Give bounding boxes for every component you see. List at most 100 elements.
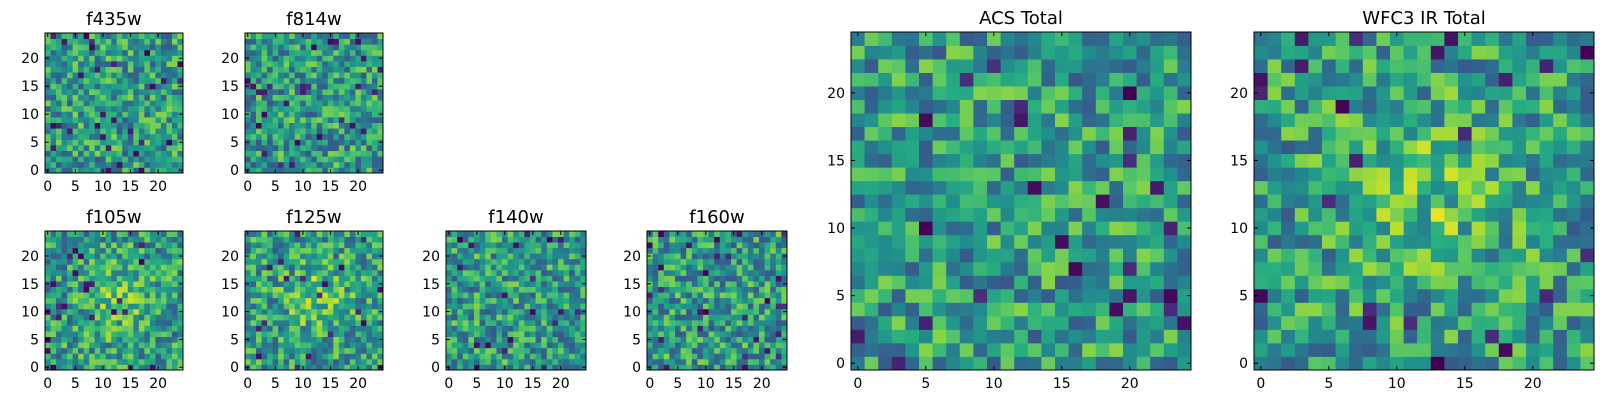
heatmap-cell: [851, 275, 865, 290]
heatmap-cell: [133, 242, 140, 249]
heatmap-cell: [245, 303, 251, 310]
heatmap-cell: [56, 364, 62, 371]
heatmap-cell: [245, 292, 251, 299]
heatmap-cell: [518, 292, 525, 299]
heatmap-cell: [377, 44, 384, 51]
heatmap-cell: [1041, 221, 1056, 236]
heatmap-cell: [686, 336, 693, 343]
heatmap-cell: [1308, 342, 1323, 357]
heatmap-cell: [878, 248, 893, 263]
heatmap-cell: [474, 286, 480, 293]
heatmap-cell: [267, 72, 273, 79]
heatmap-cell: [518, 331, 525, 338]
heatmap-cell: [1376, 288, 1391, 303]
heatmap-cell: [311, 314, 318, 321]
heatmap-cell: [171, 236, 178, 243]
heatmap-cell: [89, 72, 96, 79]
heatmap-cell: [558, 303, 564, 310]
heatmap-cell: [1526, 342, 1540, 357]
heatmap-cell: [1095, 207, 1110, 222]
heatmap-cell: [1082, 275, 1097, 290]
heatmap-cell: [105, 167, 112, 174]
heatmap-cell: [50, 94, 57, 101]
heatmap-cell: [278, 231, 285, 237]
heatmap-cell: [138, 150, 145, 157]
heatmap-cell: [272, 331, 279, 338]
heatmap-cell: [546, 303, 553, 310]
heatmap-cell: [338, 94, 345, 101]
heatmap-cell: [1150, 167, 1165, 182]
heatmap-cell: [905, 59, 920, 73]
heatmap-cell: [1123, 302, 1137, 317]
heatmap-cell: [1123, 59, 1137, 73]
heatmap-cell: [731, 292, 737, 299]
heatmap-cell: [72, 275, 79, 282]
heatmap-cell: [289, 72, 296, 79]
heatmap-cell: [546, 325, 553, 332]
heatmap-cell: [736, 347, 743, 354]
heatmap-cell: [725, 347, 732, 354]
heatmap-cell: [457, 242, 464, 249]
heatmap-cell: [45, 117, 51, 123]
heatmap-cell: [300, 100, 307, 107]
heatmap-cell: [775, 358, 782, 365]
heatmap-cell: [300, 122, 307, 129]
heatmap-cell: [100, 44, 107, 51]
heatmap-cell: [490, 353, 497, 360]
heatmap-cell: [250, 161, 257, 168]
heatmap-cell: [166, 167, 173, 174]
heatmap-cell: [100, 89, 107, 95]
heatmap-cell: [50, 347, 57, 354]
heatmap-cell: [344, 358, 351, 365]
heatmap-cell: [155, 133, 162, 140]
heatmap-cell: [250, 44, 257, 51]
heatmap-cell: [1526, 302, 1540, 317]
y-tick-label: 5: [230, 135, 239, 151]
x-tick-label: 10: [294, 376, 312, 392]
heatmap-cell: [355, 156, 362, 163]
heatmap-cell: [67, 44, 73, 51]
heatmap-cell: [327, 89, 334, 95]
heatmap-cell: [256, 342, 262, 349]
heatmap-cell: [652, 236, 659, 243]
heatmap-cell: [377, 38, 384, 45]
heatmap-cell: [116, 231, 123, 237]
heatmap-cell: [138, 117, 145, 123]
heatmap-cell: [652, 364, 659, 371]
heatmap-cell: [349, 77, 356, 84]
heatmap-cell: [245, 242, 251, 249]
heatmap-cell: [89, 292, 96, 299]
heatmap-cell: [647, 264, 653, 271]
heatmap-cell: [294, 66, 301, 73]
heatmap-cell: [714, 253, 721, 260]
heatmap-cell: [300, 156, 307, 163]
heatmap-cell: [89, 353, 96, 360]
heatmap-cell: [719, 342, 726, 349]
heatmap-cell: [680, 247, 687, 254]
heatmap-cell: [490, 364, 497, 371]
heatmap-cell: [1553, 221, 1568, 236]
heatmap-cell: [261, 247, 268, 254]
heatmap-cell: [1403, 207, 1418, 222]
heatmap-cell: [72, 319, 79, 326]
heatmap-cell: [327, 342, 334, 349]
heatmap-cell: [1526, 315, 1540, 330]
heatmap-cell: [680, 358, 687, 365]
heatmap-cell: [289, 358, 296, 365]
heatmap-cell: [1254, 234, 1268, 249]
heatmap-cell: [708, 242, 715, 249]
heatmap-cell: [987, 261, 1001, 276]
heatmap-cell: [1553, 248, 1568, 263]
heatmap-cell: [1082, 248, 1097, 263]
heatmap-cell: [177, 105, 184, 112]
heatmap-cell: [105, 49, 112, 56]
heatmap-cell: [294, 308, 301, 315]
heatmap-cell: [563, 353, 570, 360]
heatmap-cell: [1349, 356, 1364, 371]
heatmap-cell: [1390, 221, 1404, 236]
heatmap-cell: [278, 247, 285, 254]
heatmap-cell: [171, 364, 178, 371]
heatmap-cell: [675, 292, 681, 299]
heatmap-cell: [166, 231, 173, 237]
heatmap-cell: [1403, 221, 1418, 236]
